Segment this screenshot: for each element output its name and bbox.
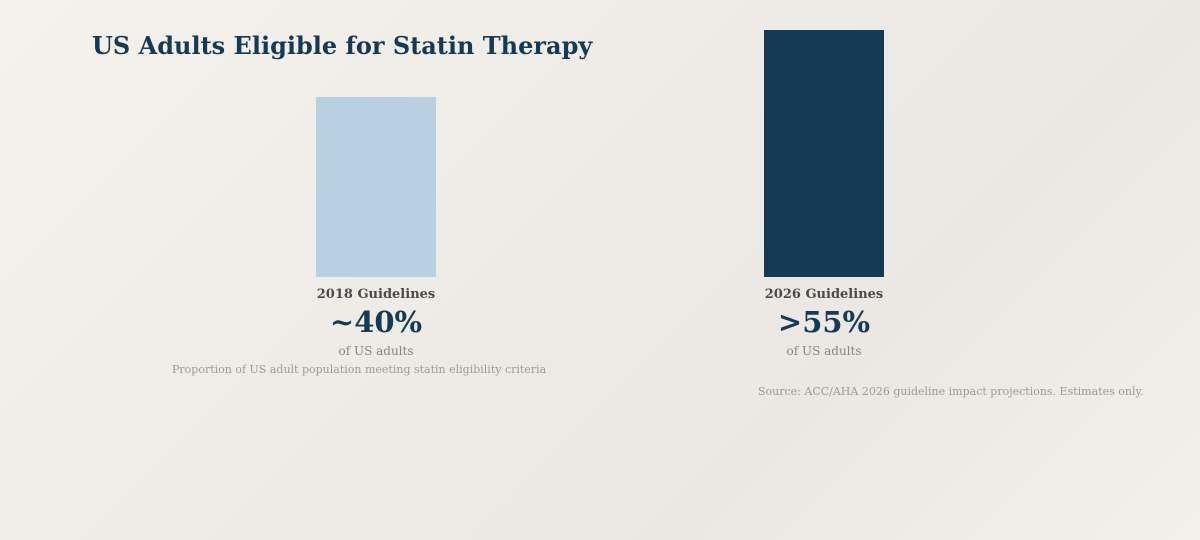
value-label-2026: >55% [777,305,871,339]
bar-2018-guidelines [316,97,436,277]
value-label-2018: ~40% [329,305,423,339]
category-label-2026: 2026 Guidelines [764,287,884,302]
chart-caption: Proportion of US adult population meetin… [172,363,547,376]
unit-label-2026: of US adults [786,344,862,358]
chart-title: US Adults Eligible for Statin Therapy [92,31,593,60]
unit-label-2018: of US adults [338,344,414,358]
source-note: Source: ACC/AHA 2026 guideline impact pr… [758,385,1144,398]
bar-2026-guidelines [764,29,884,277]
category-label-2018: 2018 Guidelines [316,287,436,302]
